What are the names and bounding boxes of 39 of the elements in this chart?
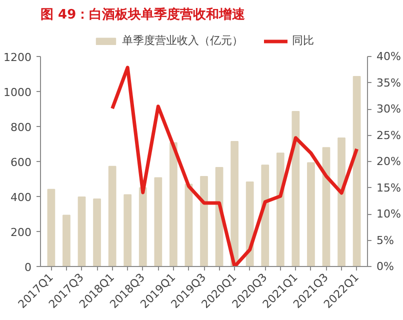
- y-tick-label: 800: [10, 121, 32, 134]
- y2-tick-label: 5%: [376, 234, 394, 247]
- y2-tick-label: 25%: [376, 128, 401, 142]
- y2-tick-label: 30%: [376, 102, 401, 116]
- y-tick-label: 0: [24, 261, 32, 274]
- legend-label: 同比: [292, 33, 314, 48]
- bar: [338, 138, 346, 266]
- line-series: [110, 66, 359, 266]
- y2-tick-label: 40%: [376, 50, 401, 63]
- bar: [184, 184, 193, 266]
- legend-label: 单季度营业收入（亿元）: [122, 33, 243, 48]
- y-tick-label: 600: [10, 156, 32, 169]
- bar: [200, 176, 208, 266]
- bar: [292, 110, 300, 266]
- y-tick-label: 200: [10, 226, 32, 239]
- y2-tick-label: 10%: [376, 208, 401, 220]
- y-tick-label: 1000: [4, 86, 32, 99]
- bar: [154, 177, 162, 266]
- bar: [352, 76, 361, 266]
- bar: [170, 142, 178, 266]
- bar: [322, 147, 330, 266]
- bar: [230, 141, 238, 266]
- bar: [261, 164, 270, 266]
- bar: [62, 214, 70, 266]
- chart-title: 图 49：白酒板块单季度营收和增速: [40, 6, 246, 22]
- bar: [124, 194, 132, 266]
- bar: [78, 196, 86, 266]
- y2-tick-label: 35%: [376, 76, 401, 90]
- y-tick-label: 400: [10, 191, 32, 204]
- bar: [307, 162, 315, 266]
- bar: [93, 198, 101, 266]
- y2-tick-label: 0%: [376, 260, 394, 273]
- bar: [47, 188, 56, 266]
- bar: [138, 187, 147, 266]
- bar: [108, 166, 116, 266]
- bar: [276, 152, 284, 266]
- y2-tick-label: 15%: [376, 181, 401, 194]
- y2-tick-label: 20%: [376, 155, 401, 168]
- y-tick-label: 1200: [4, 51, 32, 64]
